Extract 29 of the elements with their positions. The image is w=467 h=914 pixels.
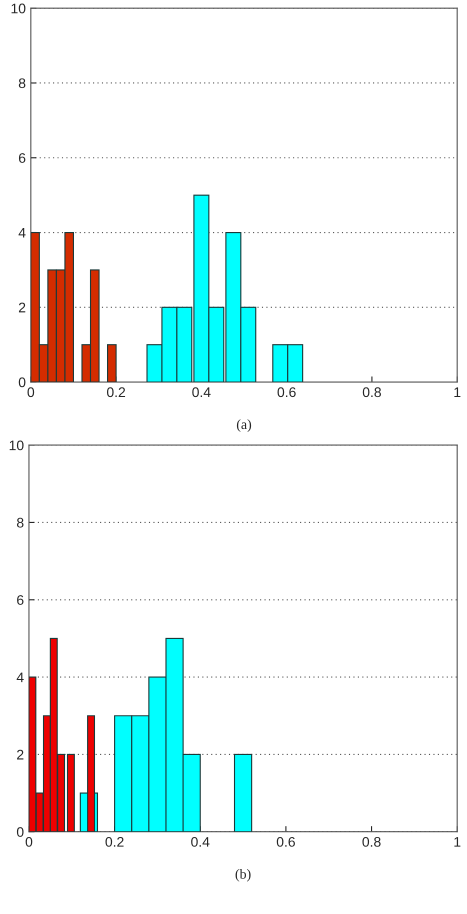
y-tick-label: 10 [10,440,24,450]
bar [234,754,252,832]
y-tick-label: 4 [18,228,26,238]
x-tick-label: 1 [454,837,460,847]
y-tick-label: 6 [18,153,26,163]
x-tick-label: 0.4 [191,836,210,847]
x-tick-label: 0.4 [192,387,211,398]
bar [107,344,117,382]
y-tick-label: 8 [16,518,24,528]
x-tick-label: 1 [454,387,460,397]
y-tick-label: 2 [18,302,26,312]
x-axis-title: (a) [236,419,252,432]
x-tick-label: 0.2 [106,387,126,398]
x-axis-title: (b) [236,868,251,882]
y-tick-label: 6 [17,595,24,605]
x-tick-label: 0.2 [105,836,124,847]
y-tick-label: 8 [18,78,26,88]
x-tick-label: 0 [28,387,34,398]
y-tick-label: 10 [12,4,26,14]
y-tick-label: 4 [16,672,24,682]
y-tick-label: 2 [17,750,24,760]
x-tick-label: 0.8 [362,387,381,398]
x-tick-label: 0.6 [278,387,296,398]
y-tick-label: 0 [16,827,24,837]
bar [66,754,75,832]
x-tick-label: 0.8 [362,836,381,847]
x-tick-label: 0.6 [276,836,295,847]
y-tick-label: 0 [18,377,26,388]
x-tick-label: 0 [26,836,32,847]
